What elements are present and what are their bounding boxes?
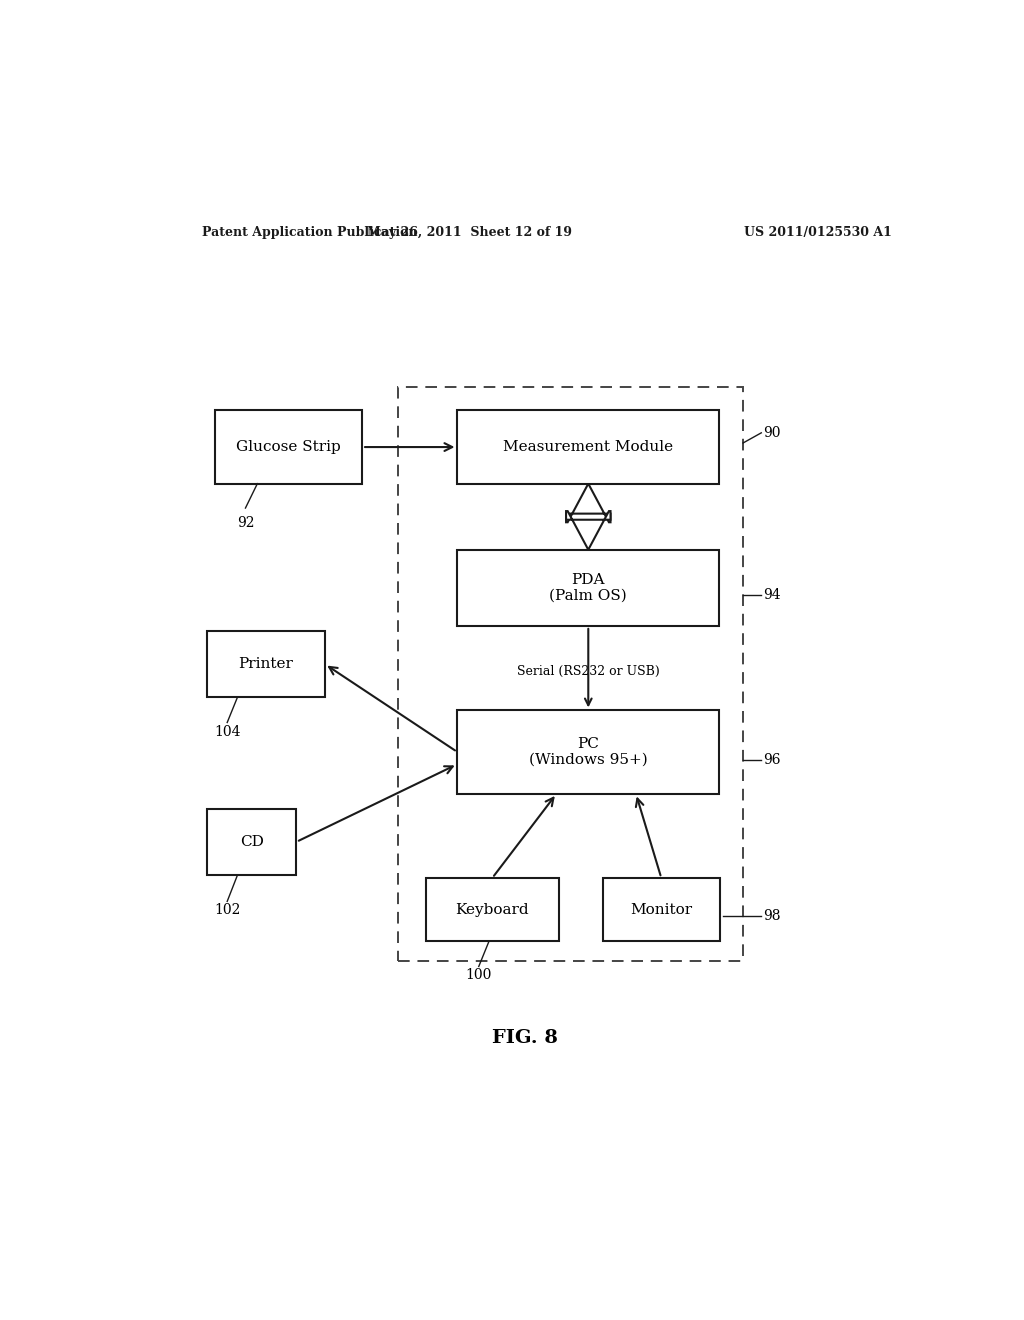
Text: FIG. 8: FIG. 8 <box>492 1028 558 1047</box>
Bar <box>215 411 362 483</box>
FancyArrow shape <box>566 483 610 523</box>
Bar <box>207 631 325 697</box>
Text: 104: 104 <box>214 725 241 738</box>
Text: Patent Application Publication: Patent Application Publication <box>202 226 418 239</box>
Text: Glucose Strip: Glucose Strip <box>237 440 341 454</box>
Text: Printer: Printer <box>239 657 294 671</box>
Text: 92: 92 <box>237 516 254 531</box>
Text: 90: 90 <box>763 426 780 440</box>
Bar <box>397 387 743 961</box>
Text: 96: 96 <box>763 754 780 767</box>
Text: 98: 98 <box>763 908 780 923</box>
Text: 100: 100 <box>466 969 492 982</box>
Text: US 2011/0125530 A1: US 2011/0125530 A1 <box>744 226 892 239</box>
Text: PDA
(Palm OS): PDA (Palm OS) <box>550 573 627 603</box>
Text: May 26, 2011  Sheet 12 of 19: May 26, 2011 Sheet 12 of 19 <box>367 226 571 239</box>
Text: CD: CD <box>240 836 264 849</box>
Text: 94: 94 <box>763 589 780 602</box>
Bar <box>458 710 719 793</box>
Text: PC
(Windows 95+): PC (Windows 95+) <box>529 737 647 767</box>
Bar <box>458 411 719 483</box>
Text: Serial (RS232 or USB): Serial (RS232 or USB) <box>517 665 659 678</box>
Bar <box>426 878 559 941</box>
Text: Keyboard: Keyboard <box>456 903 529 916</box>
Text: Measurement Module: Measurement Module <box>503 440 674 454</box>
Text: 102: 102 <box>214 903 241 917</box>
FancyArrow shape <box>566 511 610 549</box>
Bar <box>458 549 719 626</box>
Bar <box>602 878 720 941</box>
Bar <box>207 809 296 875</box>
Text: Monitor: Monitor <box>630 903 692 916</box>
